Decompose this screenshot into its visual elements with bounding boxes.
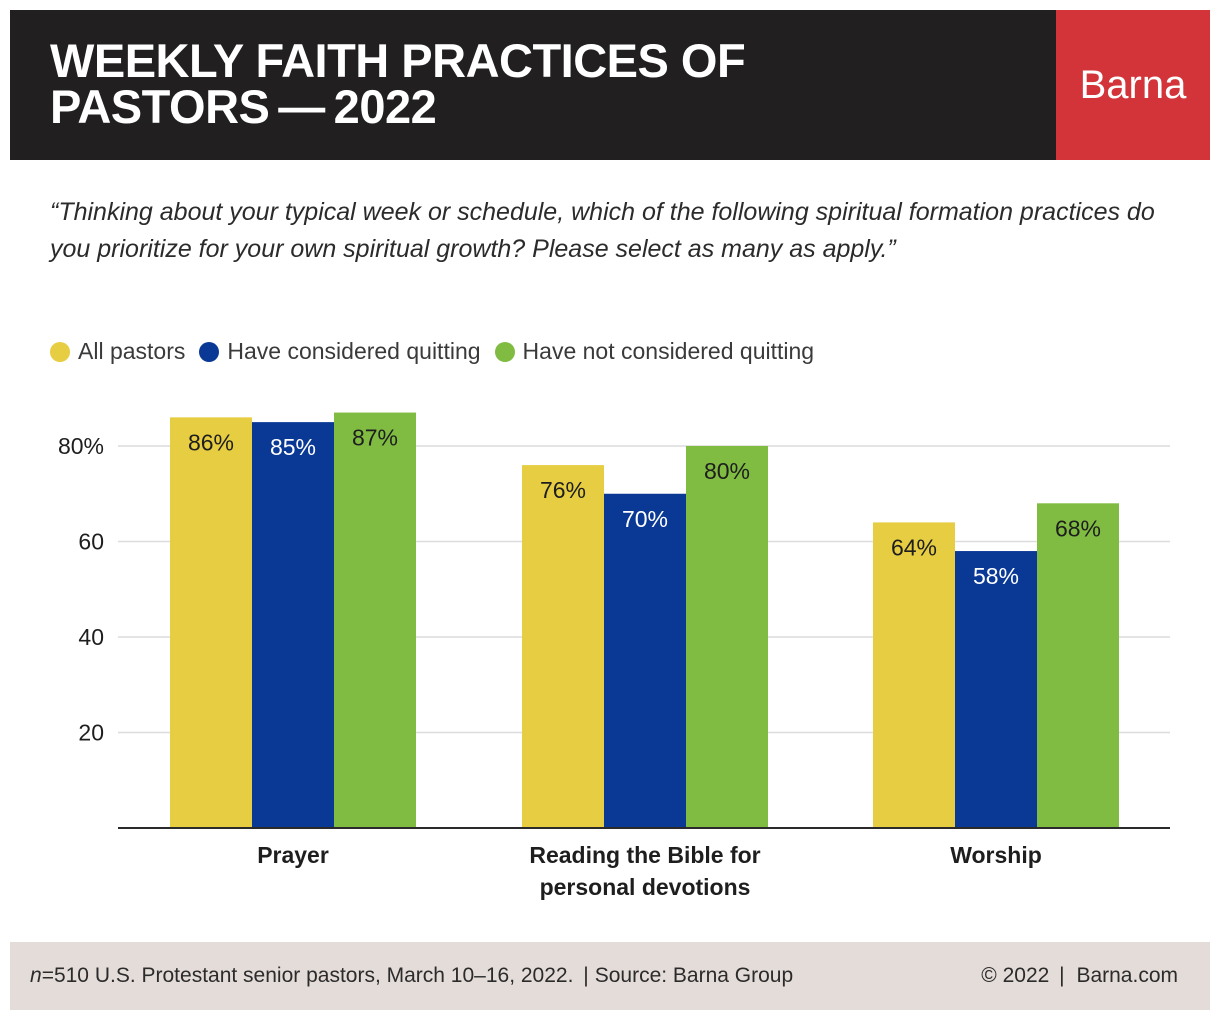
legend-dot-icon	[199, 341, 220, 362]
bar-value-label: 70%	[622, 506, 668, 532]
bar-value-label: 58%	[973, 563, 1019, 589]
legend-dot-icon	[494, 341, 515, 362]
header-bar: WEEKLY FAITH PRACTICES OF PASTORS — 2022	[10, 10, 1056, 160]
bar	[170, 417, 252, 828]
legend-item-considered-quitting: Have considered quitting	[199, 338, 481, 365]
legend-label: Have considered quitting	[227, 338, 481, 364]
bar-value-label: 76%	[540, 477, 586, 503]
y-tick-label: 20	[78, 720, 104, 746]
footer-divider: |	[577, 964, 589, 987]
bar-value-label: 64%	[891, 534, 937, 560]
bar	[604, 493, 686, 828]
bar-value-label: 85%	[270, 434, 316, 460]
bar-value-label: 87%	[352, 425, 398, 451]
source-credit: Source: Barna Group	[594, 964, 794, 987]
bar-chart: 80% 60 40 20 86% 85% 87% Prayer 76% 70% 80% Reading…	[58, 412, 1170, 900]
bar	[334, 412, 416, 828]
chart-legend: All pastors Have considered quitting Hav…	[50, 338, 828, 365]
brand-logo-text: Barna	[1079, 63, 1187, 107]
footer-bar: n=510 U.S. Protestant senior pastors, Ma…	[10, 942, 1210, 1010]
bar	[252, 422, 334, 828]
website-link[interactable]: Barna.com	[1076, 964, 1178, 987]
bar	[1037, 503, 1119, 828]
brand-logo: Barna	[1056, 10, 1210, 160]
title-line-1: WEEKLY FAITH PRACTICES OF	[50, 34, 746, 87]
y-tick-label: 40	[78, 624, 104, 650]
x-category-label: Worship	[950, 842, 1042, 868]
bar-value-label: 68%	[1055, 515, 1101, 541]
legend-label: Have not considered quitting	[522, 338, 815, 364]
legend-item-not-considered-quitting: Have not considered quitting	[494, 338, 815, 365]
bar	[955, 551, 1037, 828]
footer-copyright: © 2022 | Barna.com	[981, 964, 1178, 988]
survey-question: “Thinking about your typical week or sch…	[50, 198, 1155, 263]
bar	[686, 446, 768, 828]
bar-value-label: 86%	[188, 429, 234, 455]
legend-item-all-pastors: All pastors	[50, 338, 185, 365]
legend-label: All pastors	[78, 338, 186, 364]
bar	[522, 465, 604, 828]
sample-description: =510 U.S. Protestant senior pastors, Mar…	[41, 964, 574, 987]
footer-divider: |	[1053, 964, 1065, 987]
y-tick-label: 60	[78, 529, 104, 555]
footer-source-note: n=510 U.S. Protestant senior pastors, Ma…	[30, 964, 793, 988]
chart-title: WEEKLY FAITH PRACTICES OF PASTORS — 2022	[50, 34, 950, 133]
sample-size-label: n	[30, 964, 42, 987]
bar-value-label: 80%	[704, 458, 750, 484]
copyright-text: © 2022	[981, 964, 1050, 987]
title-line-2: PASTORS — 2022	[50, 80, 437, 133]
legend-dot-icon	[50, 341, 70, 362]
bar	[873, 522, 955, 828]
x-category-label: Prayer	[257, 842, 329, 868]
y-tick-label: 80%	[58, 433, 104, 459]
x-category-label: Reading the Bible for personal devotions	[529, 842, 760, 900]
